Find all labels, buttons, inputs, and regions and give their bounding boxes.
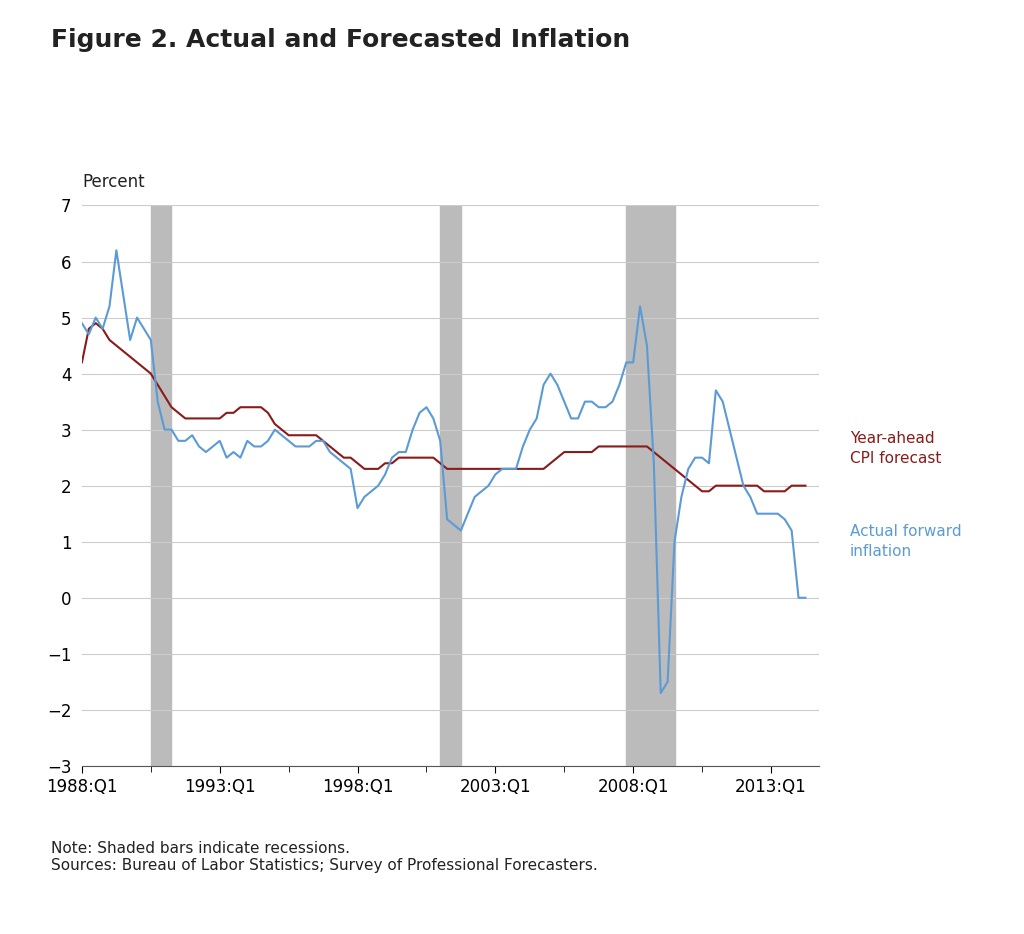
Text: Figure 2. Actual and Forecasted Inflation: Figure 2. Actual and Forecasted Inflatio…: [51, 28, 631, 52]
Text: Note: Shaded bars indicate recessions.
Sources: Bureau of Labor Statistics; Surv: Note: Shaded bars indicate recessions. S…: [51, 841, 598, 873]
Bar: [627, 205, 675, 766]
Text: Percent: Percent: [82, 174, 144, 191]
Text: Year-ahead
CPI forecast: Year-ahead CPI forecast: [850, 431, 941, 466]
Bar: [440, 205, 461, 766]
Bar: [151, 205, 171, 766]
Text: Actual forward
inflation: Actual forward inflation: [850, 524, 962, 559]
